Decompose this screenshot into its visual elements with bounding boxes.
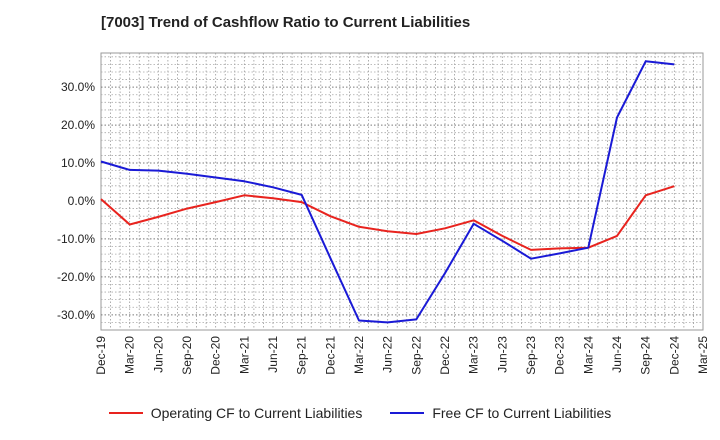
x-tick-label: Jun-23 [495,336,509,373]
y-tick-label: -10.0% [57,232,95,246]
x-tick-label: Dec-23 [553,336,567,375]
x-tick-label: Jun-20 [151,336,165,373]
chart-title: [7003] Trend of Cashflow Ratio to Curren… [101,14,471,31]
y-tick-label: -20.0% [57,270,95,284]
legend-swatch-operating-cf [108,412,143,414]
legend-label-operating-cf: Operating CF to Current Liabilities [150,405,363,421]
y-tick-label: 20.0% [61,118,95,132]
x-tick-label: Mar-20 [123,336,137,374]
y-axis-tick-labels: 30.0% 20.0% 10.0% 0.0% -10.0% -20.0% -30.0% [57,80,95,322]
x-tick-label: Sep-23 [524,336,538,375]
y-tick-label: 10.0% [61,156,95,170]
y-tick-label: 0.0% [68,194,96,208]
x-tick-label: Mar-25 [696,336,710,374]
x-tick-label: Mar-22 [352,336,366,374]
plot-area [100,52,704,331]
x-tick-label: Dec-22 [438,336,452,375]
legend: Operating CF to Current Liabilities Free… [0,405,720,421]
y-tick-label: -30.0% [57,308,95,322]
series-line-operating-cf [100,185,675,251]
x-tick-label: Sep-20 [180,336,194,375]
x-tick-label: Sep-21 [295,336,309,375]
x-tick-label: Dec-21 [323,336,337,375]
series-line-free-cf [100,60,675,324]
x-tick-label: Mar-23 [467,336,481,374]
y-tick-label: 30.0% [61,80,95,94]
legend-label-free-cf: Free CF to Current Liabilities [432,405,612,421]
x-tick-label: Dec-24 [667,336,681,375]
x-tick-label: Jun-24 [610,336,624,373]
x-tick-label: Mar-21 [237,336,251,374]
legend-item-free-cf: Free CF to Current Liabilities [390,405,611,421]
horizontal-gridlines [101,56,703,323]
legend-swatch-free-cf [390,412,425,414]
x-tick-label: Dec-20 [209,336,223,375]
legend-item-operating-cf: Operating CF to Current Liabilities [108,405,363,421]
x-tick-label: Jun-21 [266,336,280,373]
series-lines [100,60,675,324]
x-tick-label: Dec-19 [94,336,108,375]
x-tick-label: Sep-24 [639,336,653,375]
x-tick-label: Jun-22 [381,336,395,373]
x-axis-tick-labels: Dec-19 Mar-20 Jun-20 Sep-20 Dec-20 Mar-21 Jun-… [94,336,710,375]
x-tick-label: Mar-24 [581,336,595,374]
x-tick-label: Sep-22 [409,336,423,375]
